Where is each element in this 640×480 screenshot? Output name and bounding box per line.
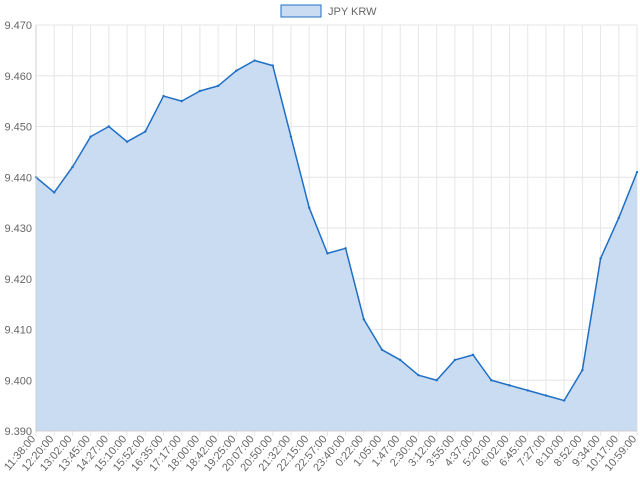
y-tick-label: 9.390 xyxy=(4,426,32,438)
data-point[interactable] xyxy=(271,64,274,67)
data-point[interactable] xyxy=(326,252,329,255)
y-tick-label: 9.430 xyxy=(4,223,32,235)
data-point[interactable] xyxy=(362,318,366,321)
y-tick-label: 9.440 xyxy=(4,172,32,184)
data-point[interactable] xyxy=(417,373,420,377)
data-point[interactable] xyxy=(89,135,92,138)
data-point[interactable] xyxy=(180,99,183,103)
data-point[interactable] xyxy=(125,140,129,143)
data-point[interactable] xyxy=(344,247,347,250)
data-point[interactable] xyxy=(235,69,238,72)
data-point[interactable] xyxy=(289,135,293,138)
data-point[interactable] xyxy=(198,89,202,93)
y-tick-label: 9.400 xyxy=(4,375,32,387)
data-point[interactable] xyxy=(471,353,475,357)
series-area-fill xyxy=(36,60,637,431)
data-point[interactable] xyxy=(71,165,74,169)
data-point[interactable] xyxy=(144,130,147,133)
data-point[interactable] xyxy=(53,191,56,194)
data-point[interactable] xyxy=(599,257,602,260)
data-point[interactable] xyxy=(490,379,493,382)
data-point[interactable] xyxy=(544,394,548,397)
legend-label[interactable]: JPY KRW xyxy=(328,6,377,18)
data-point[interactable] xyxy=(526,389,529,392)
data-point[interactable] xyxy=(216,84,220,88)
data-point[interactable] xyxy=(307,206,311,209)
data-point[interactable] xyxy=(635,170,639,174)
series-line xyxy=(35,59,638,402)
data-point[interactable] xyxy=(435,379,438,382)
data-point[interactable] xyxy=(617,216,620,220)
data-point[interactable] xyxy=(453,358,457,362)
data-point[interactable] xyxy=(107,125,111,128)
y-tick-label: 9.450 xyxy=(4,122,32,134)
data-point[interactable] xyxy=(380,348,384,351)
data-point[interactable] xyxy=(253,59,256,62)
legend-swatch[interactable] xyxy=(280,4,322,18)
data-point[interactable] xyxy=(562,399,566,402)
data-point[interactable] xyxy=(508,384,511,387)
area-layer xyxy=(34,59,639,431)
y-tick-label: 9.410 xyxy=(4,325,32,337)
legend[interactable]: JPY KRW xyxy=(280,4,377,18)
y-tick-label: 9.420 xyxy=(4,274,32,286)
y-tick-label: 9.470 xyxy=(4,20,32,32)
data-point[interactable] xyxy=(162,94,165,98)
data-point[interactable] xyxy=(399,358,402,362)
data-point[interactable] xyxy=(581,368,584,372)
y-tick-label: 9.460 xyxy=(4,71,32,83)
